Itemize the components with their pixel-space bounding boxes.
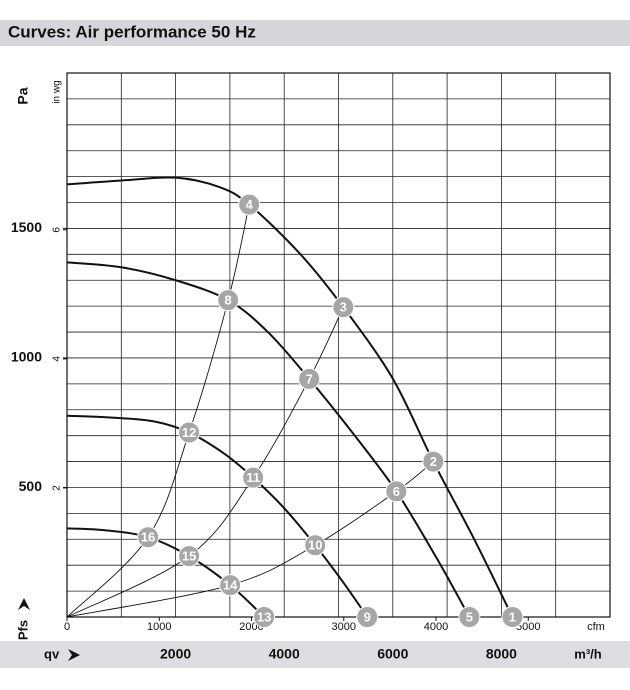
operating-point-label: 15 bbox=[182, 549, 196, 564]
system-curve bbox=[66, 306, 344, 618]
title-bar bbox=[0, 20, 630, 46]
operating-point-label: 6 bbox=[393, 484, 400, 499]
operating-point-label: 4 bbox=[246, 197, 254, 212]
y2-axis-label: in wg bbox=[52, 80, 63, 103]
y2-tick-label: 6 bbox=[52, 227, 63, 233]
y-tick-label: 1500 bbox=[11, 219, 42, 235]
operating-point bbox=[298, 367, 321, 390]
x-tick-label: 6000 bbox=[377, 646, 408, 662]
operating-point bbox=[253, 606, 276, 628]
operating-point bbox=[238, 193, 261, 216]
fan-curve bbox=[66, 261, 471, 618]
operating-point-label: 1 bbox=[509, 609, 516, 624]
operating-point bbox=[178, 545, 201, 568]
operating-point-label: 10 bbox=[308, 538, 322, 553]
y-tick-label: 500 bbox=[19, 478, 43, 494]
operating-point-label: 14 bbox=[223, 578, 238, 593]
operating-point bbox=[422, 450, 445, 473]
x2-tick-label: 0 bbox=[64, 621, 70, 633]
operating-point bbox=[242, 466, 265, 489]
x2-axis-label: cfm bbox=[587, 621, 605, 633]
y-axis-label: Pa bbox=[15, 87, 31, 104]
plot-frame bbox=[66, 72, 611, 618]
operating-point-label: 12 bbox=[182, 425, 196, 440]
operating-point-label: 5 bbox=[466, 609, 473, 624]
system-curve bbox=[66, 204, 250, 618]
operating-point bbox=[304, 534, 327, 557]
x2-tick-label: 1000 bbox=[147, 621, 171, 633]
x2-tick-label: 4000 bbox=[424, 621, 448, 633]
operating-point-label: 8 bbox=[225, 293, 232, 308]
x2-tick-label: 3000 bbox=[332, 621, 356, 633]
x-axis-label: m³/h bbox=[574, 646, 602, 661]
y-tick-label: 1000 bbox=[11, 349, 42, 365]
x-tick-label: 2000 bbox=[160, 646, 191, 662]
fan-curve bbox=[66, 176, 514, 618]
x-arrow bbox=[68, 649, 80, 661]
operating-point-label: 7 bbox=[306, 371, 313, 386]
operating-point-label: 11 bbox=[246, 470, 260, 485]
chart-title: Curves: Air performance 50 Hz bbox=[8, 22, 256, 41]
y-symbol: Pfs bbox=[15, 620, 30, 640]
operating-point bbox=[385, 480, 408, 503]
y2-tick-label: 2 bbox=[52, 485, 63, 491]
operating-point-label: 13 bbox=[257, 609, 271, 624]
operating-point bbox=[501, 606, 524, 628]
operating-point bbox=[219, 574, 242, 597]
fan-curve bbox=[66, 414, 369, 618]
x-symbol: qv bbox=[44, 646, 60, 661]
x-tick-label: 4000 bbox=[269, 646, 300, 662]
y2-tick-label: 4 bbox=[52, 356, 63, 362]
operating-point bbox=[178, 421, 201, 444]
operating-point-label: 2 bbox=[430, 454, 437, 469]
operating-point bbox=[137, 526, 160, 549]
x-axis-bar bbox=[0, 641, 630, 668]
operating-point bbox=[458, 606, 481, 628]
operating-point-label: 16 bbox=[141, 530, 155, 545]
operating-point-label: 3 bbox=[340, 300, 347, 315]
operating-point bbox=[217, 289, 240, 312]
operating-point-label: 9 bbox=[364, 609, 371, 624]
x2-tick-label: 5000 bbox=[516, 621, 540, 633]
operating-point bbox=[332, 296, 355, 319]
x-tick-label: 8000 bbox=[486, 646, 517, 662]
y-arrow bbox=[18, 598, 30, 610]
operating-point bbox=[356, 606, 379, 628]
